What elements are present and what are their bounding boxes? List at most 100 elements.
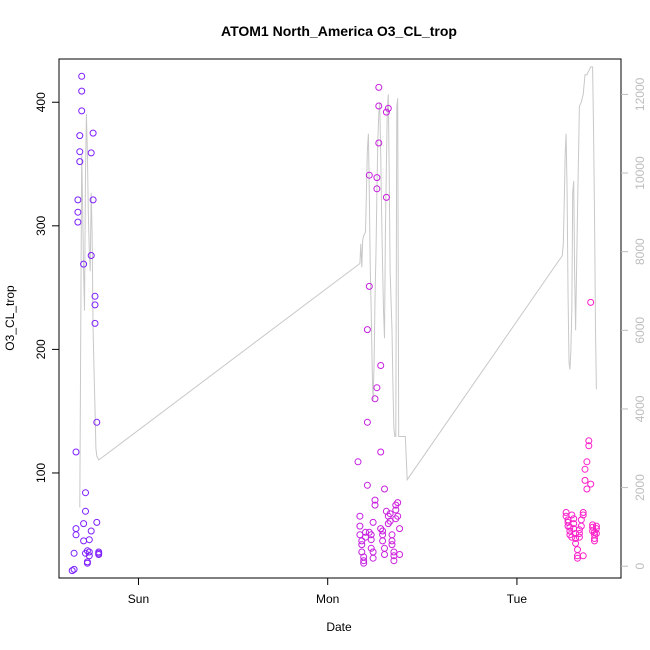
y2-tick-label: 8000 <box>633 238 647 265</box>
data-point <box>386 510 394 518</box>
data-point <box>566 527 574 535</box>
data-point <box>369 548 377 556</box>
data-point <box>375 83 383 91</box>
data-point <box>363 418 371 426</box>
data-point <box>369 518 377 526</box>
data-point <box>371 395 379 403</box>
data-point <box>93 418 101 426</box>
data-point <box>367 544 375 552</box>
data-point <box>388 541 396 549</box>
data-point <box>78 72 86 80</box>
data-point <box>85 536 93 544</box>
data-point <box>356 531 364 539</box>
x-tick-label: Tue <box>507 592 528 606</box>
data-point <box>388 537 396 545</box>
data-point <box>83 558 91 566</box>
data-point <box>85 552 93 560</box>
y2-tick-label: 12000 <box>633 77 647 111</box>
data-point <box>87 252 95 259</box>
data-point <box>70 549 78 557</box>
data-point <box>379 531 387 539</box>
data-point <box>587 298 595 306</box>
plot-frame <box>58 58 622 579</box>
data-point <box>392 506 400 514</box>
data-point <box>396 525 404 533</box>
data-point <box>91 319 99 327</box>
data-point <box>91 292 99 300</box>
data-point <box>587 480 595 488</box>
data-point <box>583 485 591 493</box>
data-point <box>381 485 388 493</box>
y-axis-right: 0 2000 4000 6000 8000 10000 12000 <box>621 77 647 570</box>
data-point <box>570 520 578 528</box>
data-point <box>381 544 388 552</box>
data-point <box>356 512 364 520</box>
data-point <box>377 362 385 369</box>
data-point <box>382 108 390 116</box>
data-point <box>583 458 591 466</box>
x-tick-label: Sun <box>128 592 149 606</box>
data-point <box>80 520 88 528</box>
data-point <box>74 196 82 204</box>
data-point <box>579 509 587 516</box>
data-point <box>579 511 587 519</box>
data-point <box>566 523 574 531</box>
data-point <box>85 548 93 556</box>
data-point <box>390 557 398 565</box>
x-axis: Sun Mon Tue <box>128 578 528 606</box>
data-point <box>570 515 578 523</box>
data-point <box>363 326 371 334</box>
data-point <box>367 531 375 539</box>
y2-tick-label: 6000 <box>633 317 647 344</box>
x-tick-label: Mon <box>316 592 339 606</box>
data-point <box>379 527 387 535</box>
data-point <box>362 533 369 541</box>
data-point <box>575 526 583 534</box>
data-point <box>358 541 366 549</box>
data-point <box>388 531 396 539</box>
data-point <box>89 196 97 204</box>
data-point <box>82 489 89 497</box>
y-axis-left: 100 200 300 400 <box>34 92 59 483</box>
data-point <box>87 149 95 157</box>
y-tick-label: 300 <box>34 215 48 235</box>
data-point <box>358 537 366 545</box>
y2-tick-label: 4000 <box>633 395 647 422</box>
y-axis-label: O3_CL_trop <box>3 285 17 351</box>
data-point <box>91 301 99 309</box>
data-point <box>585 442 593 450</box>
data-point <box>577 522 585 530</box>
data-point <box>591 528 598 536</box>
data-point <box>76 158 84 166</box>
y2-tick-label: 10000 <box>633 156 647 190</box>
data-point <box>585 437 593 445</box>
y-tick-label: 100 <box>34 463 48 483</box>
data-point <box>78 87 86 95</box>
secondary-series-line <box>79 66 597 508</box>
data-point <box>377 448 385 456</box>
data-point <box>581 476 589 484</box>
y-tick-label: 400 <box>34 92 48 112</box>
data-point <box>68 567 76 575</box>
data-point <box>371 501 379 509</box>
data-point <box>356 522 364 530</box>
data-point <box>360 559 368 567</box>
data-point <box>591 537 598 545</box>
data-point <box>373 174 381 182</box>
data-point <box>592 530 600 537</box>
data-point <box>369 554 377 562</box>
data-point <box>70 565 78 573</box>
data-point <box>381 551 388 558</box>
x-axis-label: Date <box>326 620 352 634</box>
data-point <box>360 557 368 565</box>
data-point <box>373 384 381 392</box>
data-point <box>562 509 570 516</box>
data-point <box>386 517 394 525</box>
data-point <box>562 512 570 520</box>
data-point <box>390 548 398 556</box>
y-tick-label: 200 <box>34 339 48 359</box>
data-point <box>373 185 381 193</box>
data-point <box>72 448 80 456</box>
data-point <box>592 522 600 530</box>
